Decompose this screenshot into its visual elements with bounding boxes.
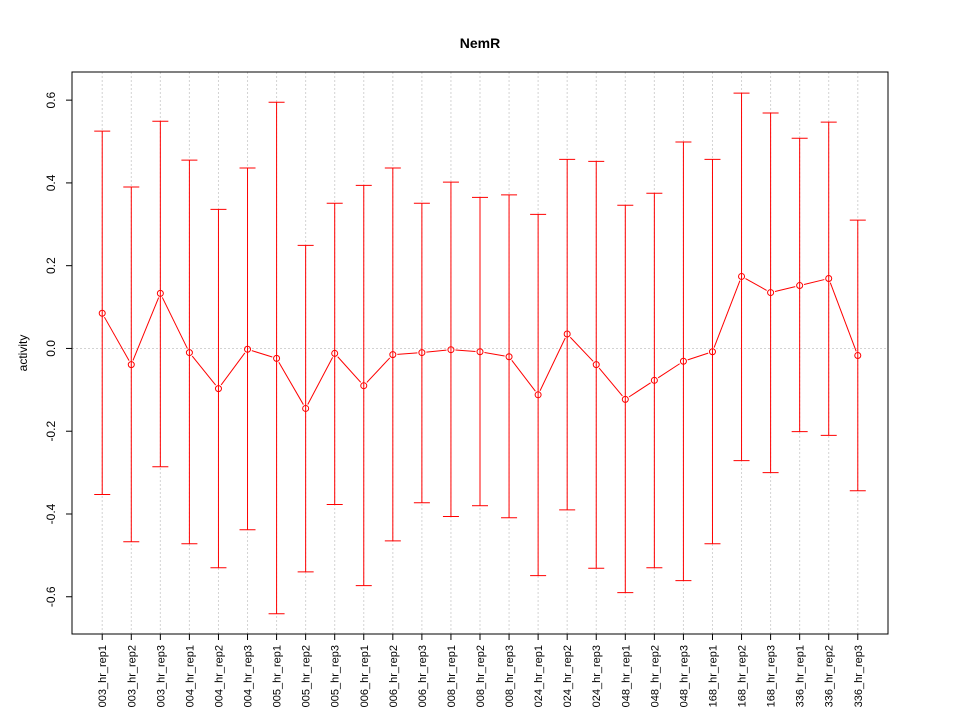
data-point	[447, 346, 455, 354]
y-tick-label: 0.2	[44, 257, 58, 274]
series-segment	[484, 352, 505, 357]
series-segment	[687, 352, 709, 361]
x-tick-label: 004_hr_rep2	[213, 645, 225, 707]
series-segment	[251, 350, 273, 358]
x-tick-label: 024_hr_rep1	[533, 645, 545, 707]
data-point	[476, 348, 484, 356]
data-point	[534, 391, 542, 399]
series-segment	[397, 352, 418, 355]
x-tick-label: 005_hr_rep1	[272, 645, 284, 707]
x-tick-label: 008_hr_rep2	[475, 645, 487, 707]
data-point	[825, 275, 833, 283]
data-point	[592, 361, 600, 369]
x-tick-label: 003_hr_rep2	[126, 645, 138, 707]
x-tick-label: 168_hr_rep1	[707, 645, 719, 707]
chart-title: NemR	[460, 35, 500, 51]
x-tick-label: 005_hr_rep3	[330, 645, 342, 707]
x-tick-label: 024_hr_rep2	[562, 645, 574, 707]
series-segment	[628, 382, 651, 398]
series-segment	[191, 355, 217, 386]
series-segment	[713, 280, 741, 348]
y-axis-label: activity	[16, 335, 30, 372]
series-segment	[161, 297, 188, 349]
x-tick-label: 006_hr_rep2	[388, 645, 400, 707]
data-point	[679, 357, 687, 365]
data-point	[418, 349, 426, 357]
plot-box	[71, 71, 889, 635]
y-tick-label: -0.4	[44, 503, 58, 524]
data-point	[505, 353, 513, 361]
series-segment	[511, 359, 536, 392]
data-point	[708, 348, 716, 356]
x-tick-label: 006_hr_rep3	[417, 645, 429, 707]
x-tick-label: 048_hr_rep3	[678, 645, 690, 707]
x-tick-label: 168_hr_rep2	[737, 645, 749, 707]
series-segment	[803, 279, 825, 285]
data-point	[389, 351, 397, 359]
series-segment	[774, 286, 796, 293]
x-axis: 003_hr_rep1 003_hr_rep2 003_hr_rep3 004_hr_…	[97, 633, 865, 707]
x-tick-label: 008_hr_rep3	[504, 645, 516, 707]
y-tick-label: -0.6	[44, 586, 58, 607]
data-point	[563, 330, 571, 338]
series-segment	[745, 278, 767, 291]
x-tick-label: 003_hr_rep1	[97, 645, 109, 707]
data-point	[767, 289, 775, 297]
data-point	[738, 272, 746, 280]
data-point	[650, 376, 658, 384]
series-segment	[539, 337, 566, 391]
series-segment	[220, 352, 246, 386]
x-tick-label: 004_hr_rep1	[184, 645, 196, 707]
series-segment	[132, 297, 160, 361]
series-segment	[829, 282, 857, 352]
series-segment	[657, 363, 680, 379]
x-tick-label: 003_hr_rep3	[155, 645, 167, 707]
data-point	[156, 289, 164, 297]
series-line	[98, 272, 862, 412]
x-tick-label: 048_hr_rep1	[620, 645, 632, 707]
data-point	[244, 345, 252, 353]
x-tick-label: 048_hr_rep2	[649, 645, 661, 707]
data-point	[127, 361, 135, 369]
x-tick-label: 004_hr_rep3	[243, 645, 255, 707]
data-point	[302, 404, 310, 412]
series-segment	[307, 357, 334, 405]
data-point	[360, 382, 368, 390]
data-point	[331, 349, 339, 357]
series-segment	[278, 362, 304, 405]
x-tick-label: 024_hr_rep3	[591, 645, 603, 707]
series-segment	[337, 356, 362, 383]
x-tick-label: 008_hr_rep1	[446, 645, 458, 707]
data-point	[854, 351, 862, 359]
error-bars	[94, 92, 866, 615]
y-tick-label: 0.0	[44, 340, 58, 357]
data-point	[621, 395, 629, 403]
x-tick-label: 336_hr_rep2	[824, 645, 836, 707]
series-segment	[455, 349, 476, 352]
x-tick-label: 006_hr_rep1	[359, 645, 371, 707]
series-segment	[569, 336, 594, 362]
x-tick-label: 336_hr_rep3	[853, 645, 865, 707]
series-segment	[366, 357, 391, 383]
series-segment	[426, 349, 447, 353]
y-tick-label: 0.6	[44, 91, 58, 108]
series-segment	[104, 316, 130, 361]
data-point	[185, 349, 193, 357]
y-tick-label: 0.4	[44, 174, 58, 191]
x-tick-label: 168_hr_rep3	[766, 645, 778, 707]
data-point	[273, 354, 281, 362]
series-segment	[598, 367, 623, 397]
x-tick-label: 005_hr_rep2	[301, 645, 313, 707]
y-tick-label: -0.2	[44, 421, 58, 442]
data-point	[214, 385, 222, 393]
data-point	[796, 282, 804, 290]
data-point	[98, 309, 106, 317]
x-tick-label: 336_hr_rep1	[795, 645, 807, 707]
y-axis: -0.6 -0.4 -0.2 0.0 0.2 0.4 0.6	[44, 91, 73, 607]
